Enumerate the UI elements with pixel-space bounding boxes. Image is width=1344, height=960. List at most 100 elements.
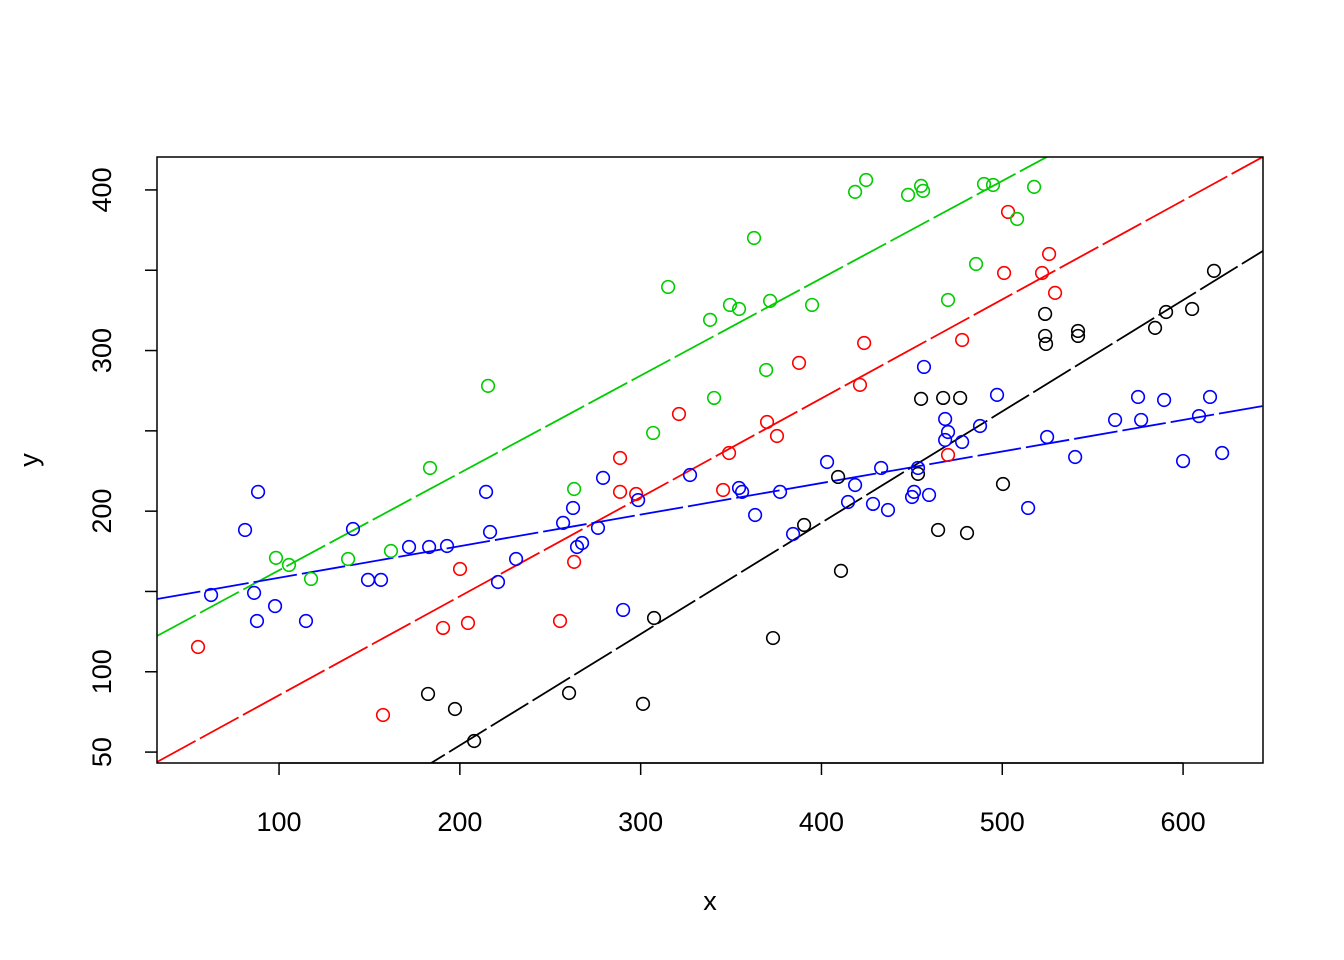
- data-point: [567, 554, 582, 570]
- data-point: [671, 406, 687, 422]
- data-point: [631, 492, 646, 508]
- data-point: [702, 312, 718, 327]
- data-point: [360, 572, 376, 587]
- data-point: [401, 539, 417, 555]
- data-point: [995, 476, 1011, 492]
- data-point: [612, 450, 628, 466]
- data-point: [989, 387, 1005, 402]
- data-point: [661, 279, 676, 295]
- data-point: [478, 484, 494, 499]
- data-point: [1070, 323, 1086, 339]
- data-point: [422, 460, 438, 476]
- data-point: [574, 535, 590, 551]
- x-tick-label: 600: [1161, 807, 1206, 837]
- data-point: [1147, 320, 1163, 335]
- data-point: [447, 701, 463, 717]
- fit-lines: [157, 157, 1263, 763]
- data-point: [1038, 306, 1053, 322]
- data-point: [1107, 412, 1123, 428]
- data-point: [1134, 412, 1149, 428]
- data-point: [748, 507, 763, 523]
- data-point: [959, 525, 975, 541]
- data-point: [1000, 204, 1016, 220]
- data-point: [797, 517, 812, 533]
- data-point: [865, 496, 881, 512]
- data-point: [940, 447, 956, 463]
- data-point: [721, 445, 737, 461]
- data-point: [996, 265, 1012, 281]
- data-point: [246, 585, 262, 601]
- data-point: [561, 685, 577, 701]
- data-point: [716, 482, 731, 498]
- y-axis: 50 100 200 300 400: [87, 167, 157, 767]
- data-point: [383, 543, 399, 559]
- y-tick-label: 400: [87, 167, 117, 212]
- data-point: [985, 177, 1001, 193]
- data-point: [303, 571, 319, 587]
- data-point: [968, 256, 984, 272]
- data-point: [874, 460, 889, 476]
- data-point: [759, 414, 775, 430]
- y-tick-label: 300: [87, 328, 117, 373]
- data-point: [791, 355, 807, 371]
- y-tick-label: 100: [87, 649, 117, 694]
- regression-line: [157, 157, 1049, 637]
- data-point: [938, 432, 953, 448]
- data-point: [682, 467, 698, 483]
- regression-line: [157, 157, 1263, 763]
- data-point: [435, 620, 451, 636]
- y-tick-label: 200: [87, 489, 117, 534]
- data-point: [1026, 179, 1042, 194]
- data-point: [1038, 328, 1053, 344]
- data-point: [1156, 392, 1172, 408]
- data-point: [341, 551, 356, 567]
- data-point: [706, 390, 722, 406]
- data-point: [375, 707, 391, 723]
- data-point: [915, 183, 931, 198]
- data-point: [422, 539, 437, 555]
- data-point: [734, 484, 750, 499]
- data-point: [1038, 336, 1054, 352]
- data-point: [190, 639, 206, 655]
- data-point: [268, 550, 284, 565]
- data-point: [595, 470, 611, 486]
- data-point: [785, 526, 801, 542]
- x-tick-label: 100: [257, 807, 302, 837]
- data-point: [616, 602, 631, 618]
- data-point: [1185, 301, 1200, 317]
- data-point: [722, 297, 738, 313]
- data-point: [1021, 500, 1036, 516]
- data-point: [467, 733, 482, 749]
- data-point: [1191, 408, 1207, 424]
- data-points: [190, 172, 1230, 749]
- data-point: [772, 484, 788, 499]
- data-point: [480, 378, 496, 393]
- data-point: [612, 484, 628, 499]
- data-point: [938, 411, 953, 427]
- data-point: [910, 466, 926, 481]
- data-point: [646, 425, 661, 441]
- x-tick-label: 400: [799, 807, 844, 837]
- data-point: [1042, 246, 1057, 262]
- data-point: [906, 484, 922, 499]
- data-point: [852, 377, 868, 393]
- data-point: [1215, 445, 1230, 461]
- data-point: [759, 362, 774, 378]
- data-point: [460, 615, 476, 631]
- data-point: [940, 424, 956, 440]
- data-point: [420, 686, 436, 702]
- data-point: [508, 551, 524, 567]
- data-point: [847, 184, 863, 199]
- data-point: [831, 469, 846, 485]
- data-point: [972, 418, 988, 434]
- data-point: [953, 390, 968, 406]
- data-point: [769, 428, 785, 444]
- data-point: [552, 613, 568, 629]
- data-point: [857, 335, 872, 351]
- data-point: [1175, 453, 1191, 469]
- data-point: [955, 434, 970, 450]
- data-point: [250, 484, 266, 499]
- regression-line: [429, 250, 1263, 763]
- regression-line: [157, 405, 1263, 600]
- data-point: [1206, 263, 1222, 278]
